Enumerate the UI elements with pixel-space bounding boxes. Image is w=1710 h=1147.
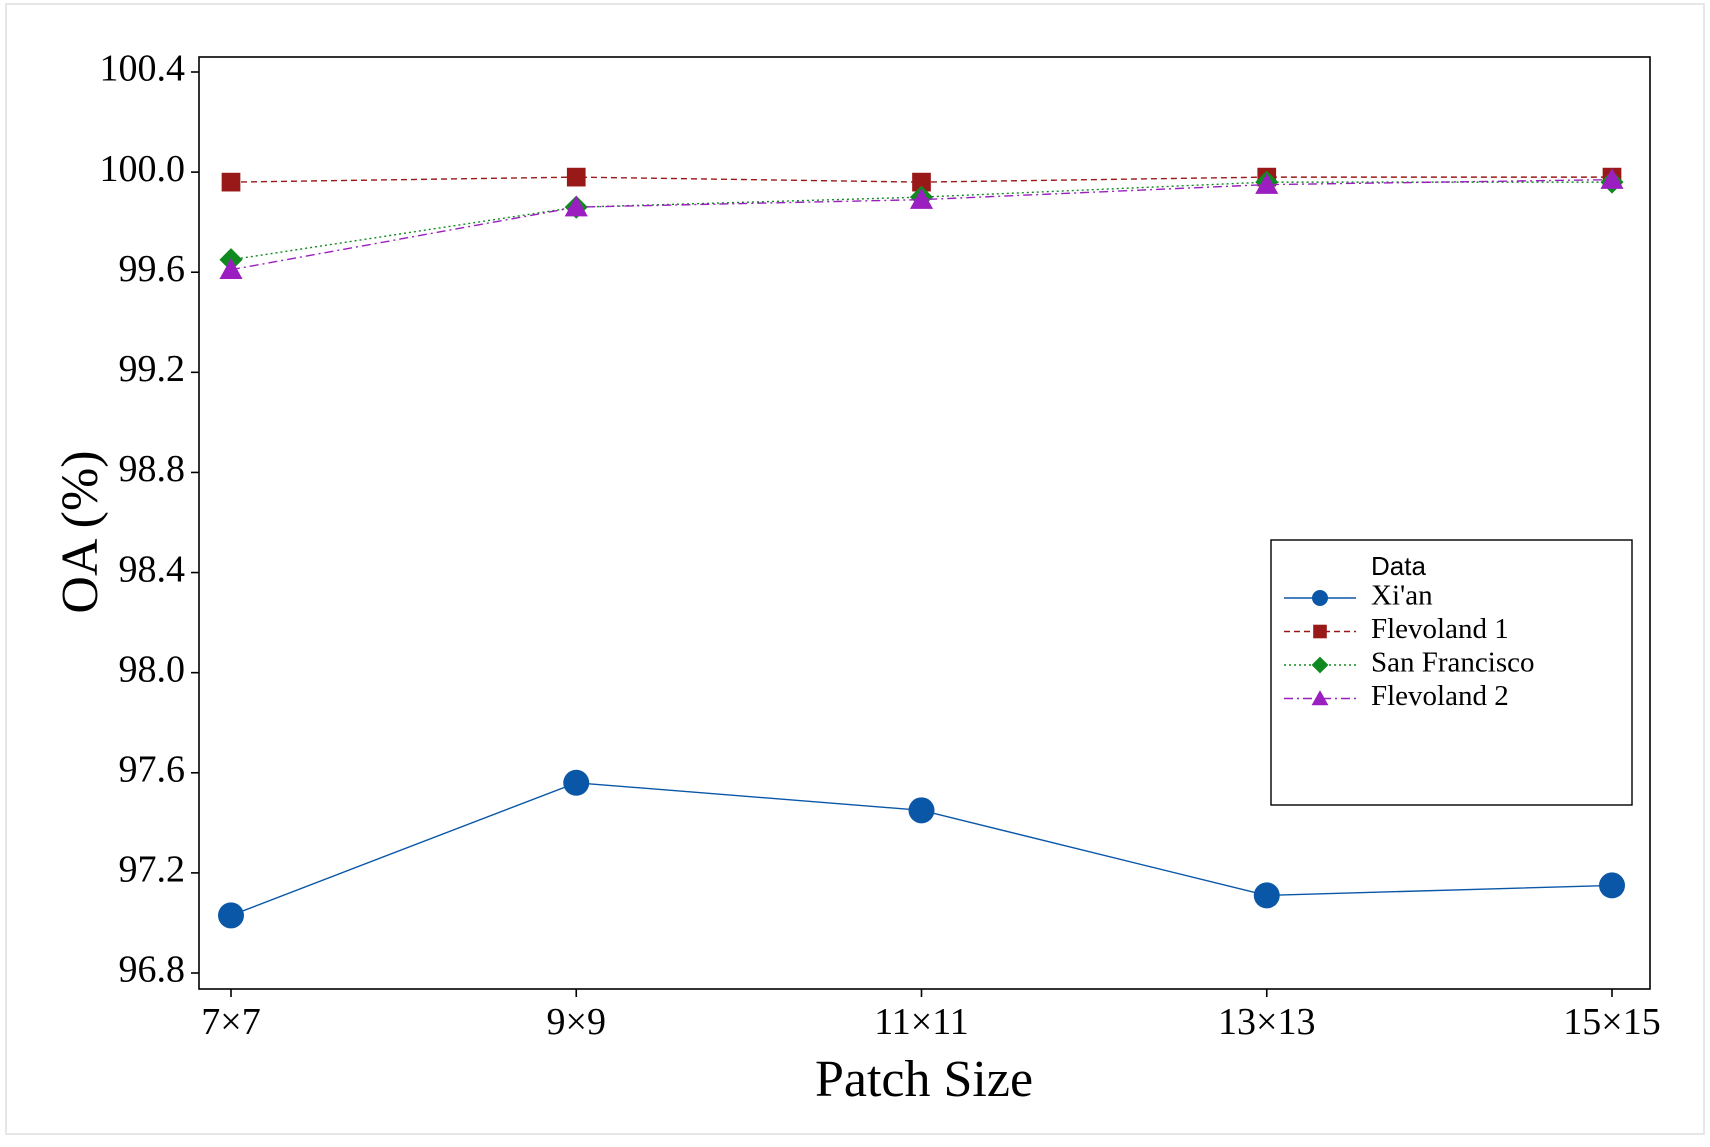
series-line <box>230 181 1612 261</box>
x-axis-title: Patch Size <box>815 1051 1033 1108</box>
x-tick-label: 13×13 <box>1218 1001 1315 1043</box>
y-tick-label: 99.2 <box>119 348 186 390</box>
y-axis: 96.8 97.2 97.6 98.0 98.4 98.8 99.2 99.6 100.0 100… <box>100 48 199 991</box>
legend-label: Xi'an <box>1371 580 1433 612</box>
series-xi-an <box>218 769 1625 929</box>
legend-marker <box>1311 690 1329 706</box>
legend-title: Data <box>1371 551 1426 581</box>
x-tick-label: 15×15 <box>1563 1001 1660 1043</box>
y-tick-label: 98.0 <box>119 648 186 690</box>
y-tick-label: 97.2 <box>119 849 186 891</box>
x-tick-label: 7×7 <box>201 1001 260 1043</box>
x-tick-label: 9×9 <box>547 1001 606 1043</box>
y-tick-label: 100.4 <box>100 48 186 90</box>
y-tick-label: 98.4 <box>119 548 186 590</box>
data-point <box>219 258 243 279</box>
legend-label: San Francisco <box>1371 647 1535 679</box>
series-flevoland-2 <box>219 168 1624 279</box>
series-flevoland-1 <box>221 167 1622 192</box>
data-point <box>909 188 934 209</box>
legend-marker <box>1312 590 1328 606</box>
data-point <box>564 195 588 217</box>
y-tick-label: 100.0 <box>100 148 186 190</box>
data-point <box>1599 872 1625 899</box>
legend-label: Flevoland 2 <box>1371 680 1509 712</box>
data-point <box>566 167 586 187</box>
legend-item: Flevoland 1 <box>1284 613 1509 645</box>
data-point <box>218 902 244 929</box>
data-point <box>1255 173 1279 194</box>
series-line <box>230 178 1613 271</box>
legend-item: Flevoland 2 <box>1284 680 1509 712</box>
x-axis: 7×7 9×9 11×11 13×13 15×15 <box>201 989 1661 1043</box>
series-layer <box>218 167 1625 929</box>
data-point <box>1600 168 1624 189</box>
legend-marker <box>1311 656 1329 674</box>
series-san-francisco <box>219 170 1624 272</box>
y-tick-label: 96.8 <box>119 949 186 991</box>
data-point <box>908 797 935 824</box>
data-point <box>221 172 241 192</box>
data-point <box>1253 882 1280 909</box>
plot-frame <box>198 56 1651 990</box>
legend-box <box>1270 539 1633 806</box>
legend-item: San Francisco <box>1284 647 1535 679</box>
y-axis-title: OA (%) <box>52 450 109 613</box>
y-tick-label: 98.8 <box>119 448 186 490</box>
legend-item: Xi'an <box>1284 580 1433 612</box>
y-tick-label: 99.6 <box>119 248 186 290</box>
data-point <box>563 769 590 796</box>
x-tick-label: 11×11 <box>874 1001 969 1043</box>
figure-border <box>5 3 1705 1135</box>
legend-label: Flevoland 1 <box>1371 613 1509 645</box>
data-point <box>912 172 931 192</box>
legend-marker <box>1313 624 1327 639</box>
y-tick-label: 97.6 <box>119 748 186 790</box>
